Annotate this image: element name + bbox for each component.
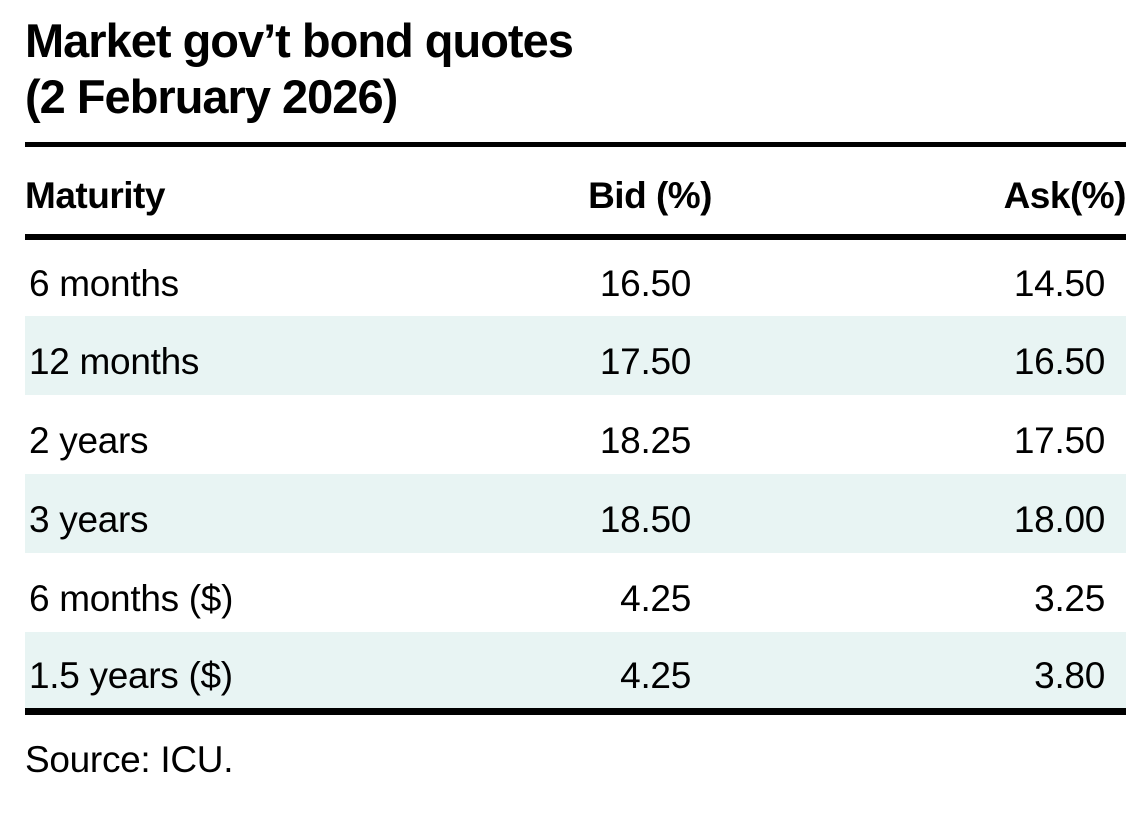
table-row: 1.5 years ($) 4.25 3.80 [25, 632, 1126, 715]
bid-cell: 4.25 [445, 632, 712, 715]
table-row: 12 months 17.50 16.50 [25, 316, 1126, 395]
maturity-cell: 12 months [29, 340, 200, 382]
ask-cell: 18.00 [1013, 498, 1105, 540]
ask-cell: 14.50 [1013, 263, 1105, 304]
table-header-row: Maturity Bid (%) Ask(%) [25, 147, 1127, 240]
bid-cell: 17.50 [599, 340, 691, 382]
table-row: 6 months ($) 4.25 3.25 [25, 553, 1126, 632]
table-row: 6 months 16.50 14.50 [25, 237, 1126, 316]
maturity-cell: 1.5 years ($) [25, 632, 445, 715]
maturity-cell: 2 years [29, 419, 149, 461]
source-note: Source: ICU. [25, 738, 234, 780]
column-header-ask: Ask(%) [712, 147, 1127, 240]
figure-title-line-1: Market gov’t bond quotes [25, 14, 574, 67]
ask-cell: 16.50 [1013, 340, 1105, 382]
bid-cell: 4.25 [620, 577, 691, 619]
bid-cell: 18.50 [599, 498, 691, 540]
column-header-maturity: Maturity [25, 147, 445, 240]
maturity-cell: 3 years [29, 498, 149, 540]
table-row: 2 years 18.25 17.50 [25, 395, 1126, 474]
bond-quotes-table: Maturity Bid (%) Ask(%) 6 months 16.50 1… [25, 147, 1127, 715]
maturity-cell: 6 months [29, 263, 179, 304]
bid-cell: 16.50 [599, 263, 691, 304]
ask-cell: 17.50 [1013, 419, 1105, 461]
maturity-cell: 6 months ($) [29, 577, 234, 619]
bid-cell: 18.25 [599, 419, 691, 461]
ask-cell: 3.80 [712, 632, 1126, 715]
ask-cell: 3.25 [1034, 577, 1105, 619]
figure-title: Market gov’t bond quotes (2 February 202… [25, 13, 1126, 125]
column-header-bid: Bid (%) [445, 147, 713, 240]
title-divider [25, 142, 1126, 147]
figure-title-line-2: (2 February 2026) [25, 70, 398, 123]
table-row: 3 years 18.50 18.00 [25, 474, 1126, 553]
